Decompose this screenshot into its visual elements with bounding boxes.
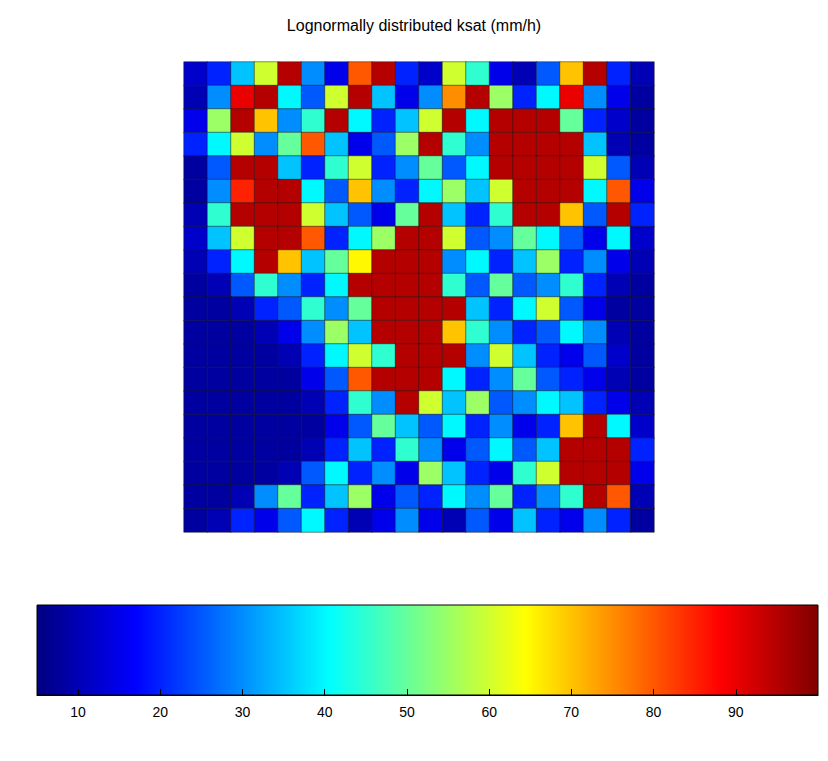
svg-text:Lognormally distributed ksat (: Lognormally distributed ksat (mm/h) <box>287 17 541 34</box>
svg-text:80: 80 <box>646 704 662 720</box>
svg-text:10: 10 <box>70 704 86 720</box>
svg-text:60: 60 <box>481 704 497 720</box>
svg-text:70: 70 <box>564 704 580 720</box>
svg-text:90: 90 <box>728 704 744 720</box>
svg-text:30: 30 <box>235 704 251 720</box>
svg-text:20: 20 <box>153 704 169 720</box>
svg-text:40: 40 <box>317 704 333 720</box>
svg-text:50: 50 <box>399 704 415 720</box>
